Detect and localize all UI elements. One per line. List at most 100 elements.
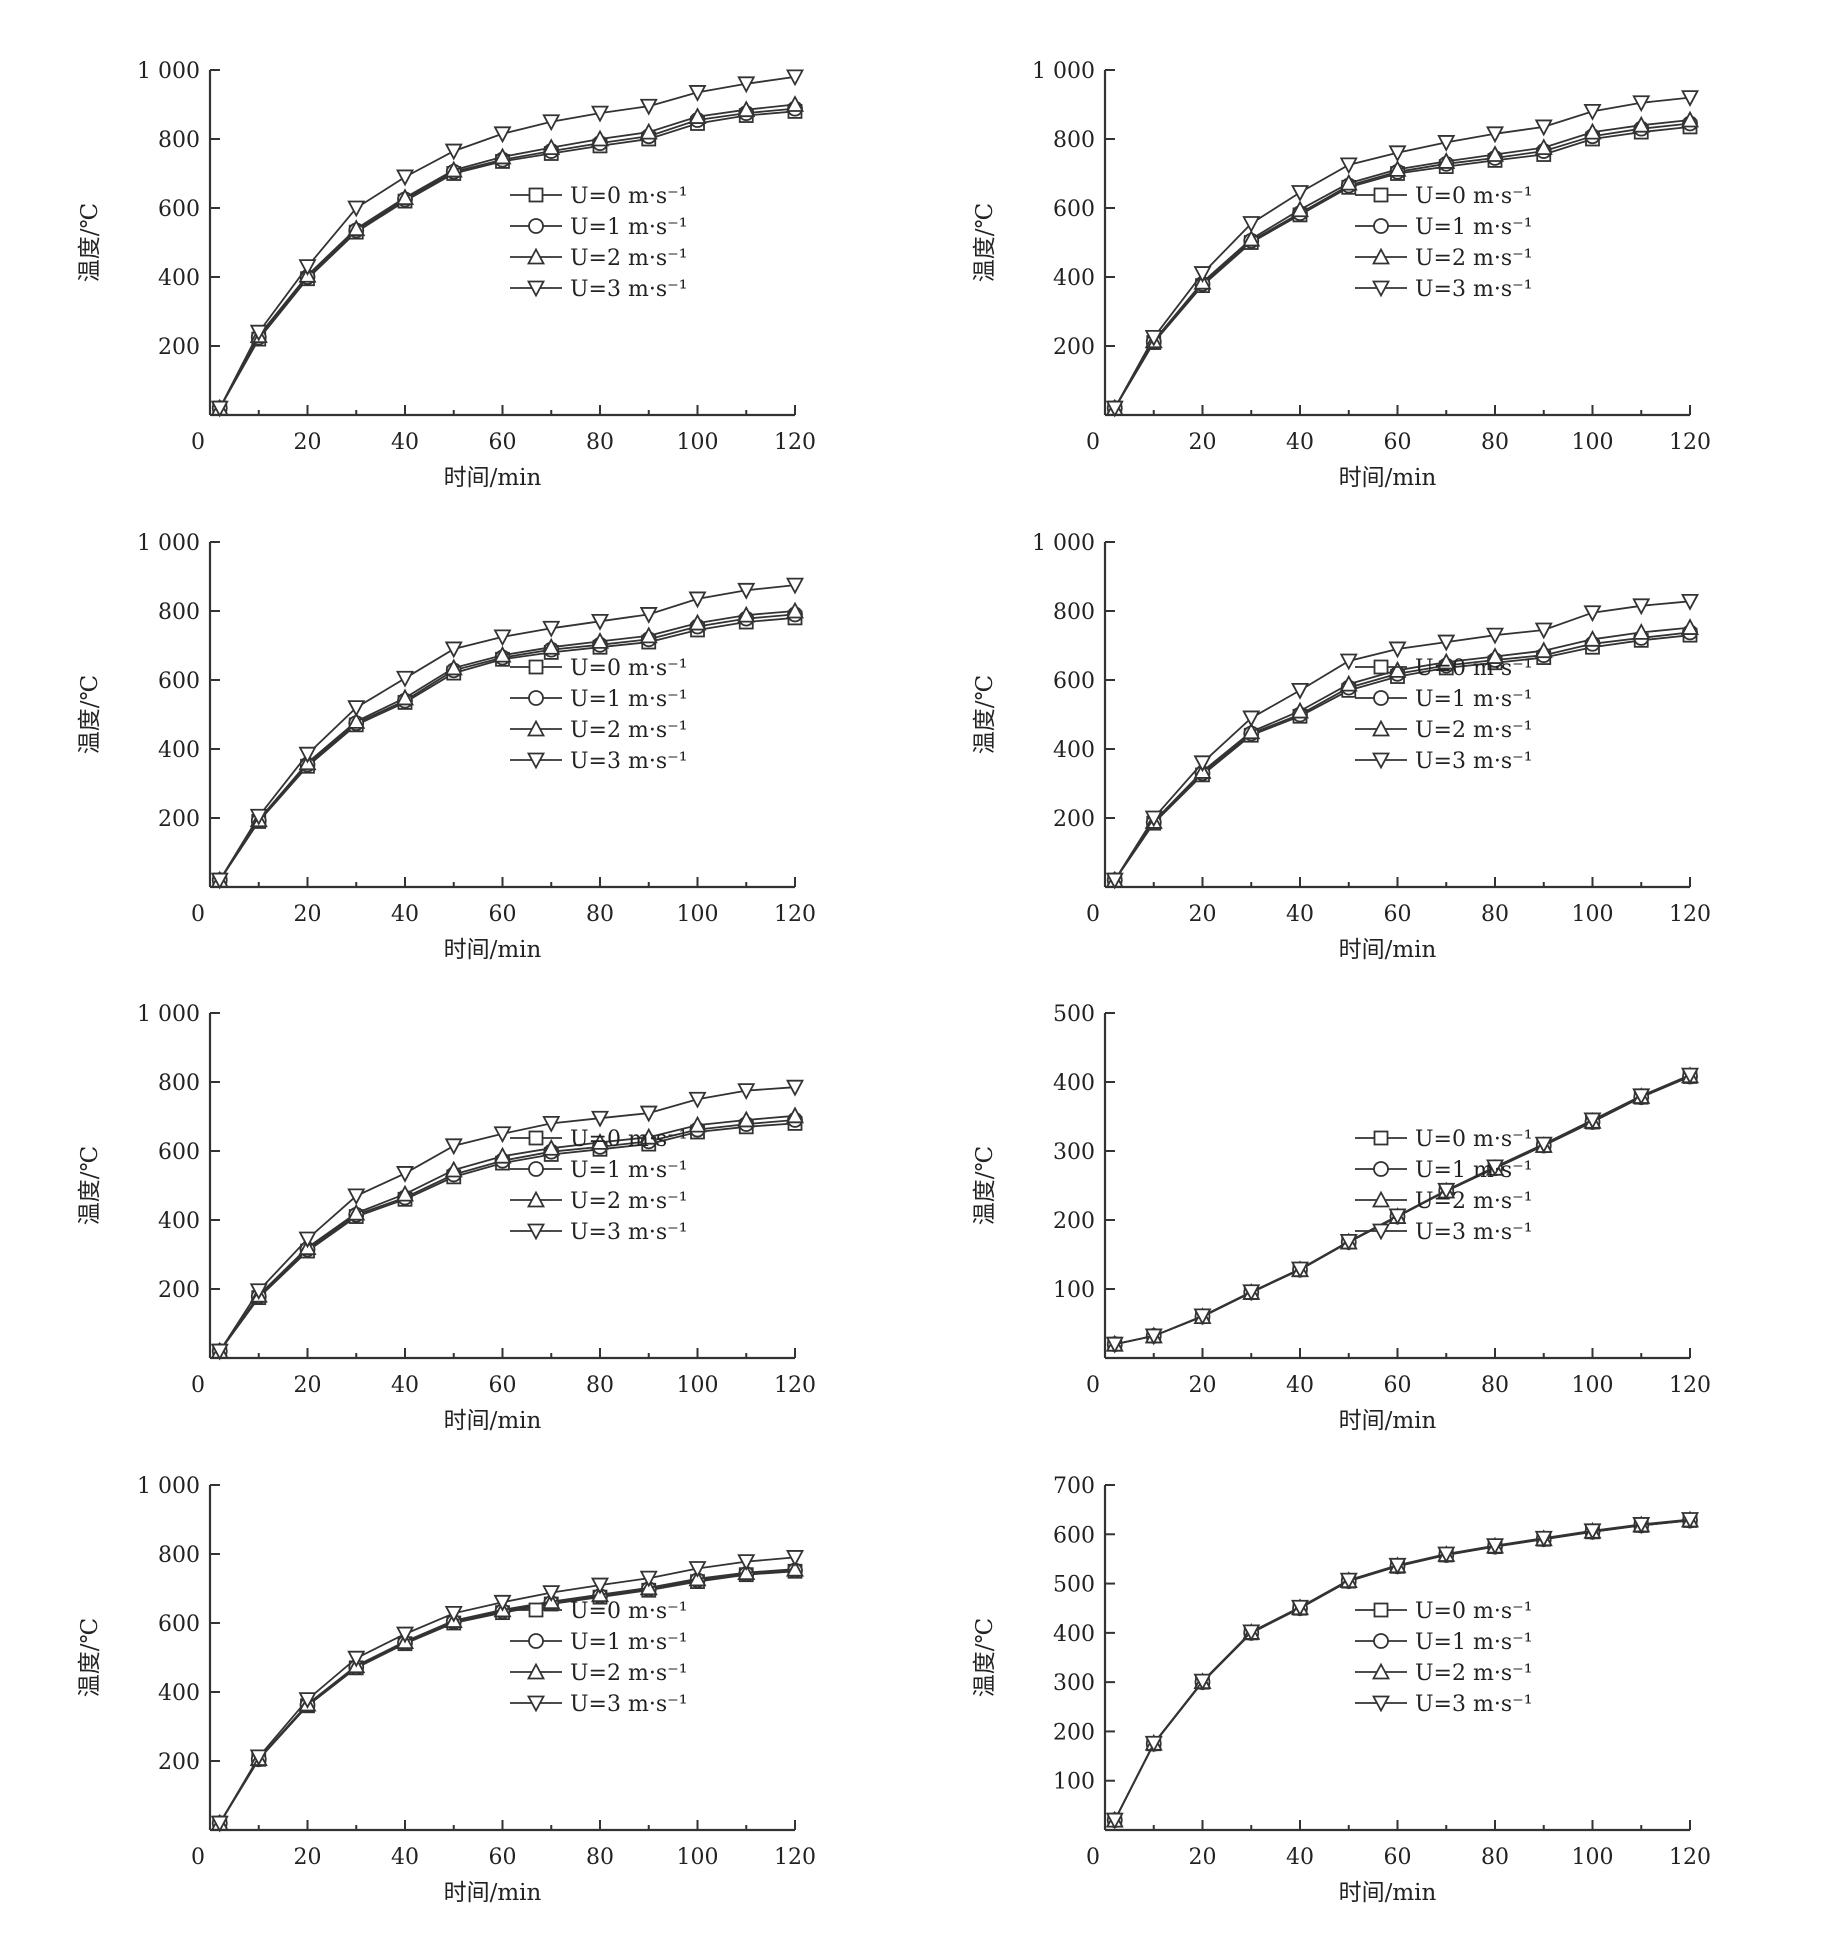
data-point xyxy=(1632,622,1651,640)
y-tick-label: 1 000 xyxy=(1032,531,1095,556)
data-point xyxy=(1242,1284,1261,1302)
series-triangle-up xyxy=(210,601,805,888)
legend-marker xyxy=(526,752,546,770)
data-point xyxy=(1680,593,1700,611)
y-tick-label: 700 xyxy=(1053,1474,1095,1499)
y-tick-label: 200 xyxy=(1053,807,1095,832)
data-point xyxy=(737,76,756,94)
data-point xyxy=(1437,634,1456,652)
data-point xyxy=(1388,1208,1407,1226)
legend-label: U=1 m·s⁻¹ xyxy=(570,215,688,240)
x-tick-label: 40 xyxy=(1286,430,1314,455)
y-axis-label: 温度/℃ xyxy=(972,203,998,282)
series-triangle-down xyxy=(1105,593,1700,890)
data-point xyxy=(1242,1624,1261,1642)
y-tick-label: 200 xyxy=(1053,335,1095,360)
data-point xyxy=(785,1559,805,1577)
legend-marker xyxy=(1373,690,1389,706)
data-point xyxy=(785,1106,805,1124)
data-point xyxy=(347,1188,366,1206)
data-point xyxy=(1437,1182,1456,1200)
data-point xyxy=(1242,722,1261,740)
data-point xyxy=(1290,1261,1310,1279)
series-line xyxy=(1114,119,1691,409)
legend-marker xyxy=(528,690,544,706)
series-line xyxy=(219,103,796,409)
data-point xyxy=(249,1283,268,1301)
legend: U=0 m·s⁻¹ U=1 m·s⁻¹ U=2 m·s⁻¹ U=3 m·s⁻¹ xyxy=(1355,1127,1533,1245)
line-chart-svg: 0 20 40 60 80 100 120 100 200 300 400 500 温度/℃ 时间/min… xyxy=(972,1002,1711,1431)
data-point xyxy=(1680,110,1700,128)
data-point xyxy=(542,620,561,638)
y-tick-label: 600 xyxy=(158,1612,200,1637)
x-tick-label: 40 xyxy=(391,902,419,927)
y-tick-label: 600 xyxy=(158,1140,200,1165)
data-point xyxy=(444,658,463,676)
data-point xyxy=(444,160,463,178)
y-tick-label: 1 000 xyxy=(1032,59,1095,84)
legend-label: U=0 m·s⁻¹ xyxy=(570,656,688,681)
x-tick-label: 120 xyxy=(1669,1373,1711,1398)
legend-marker xyxy=(528,1161,544,1177)
data-point xyxy=(1242,229,1261,247)
y-axis-label: 温度/℃ xyxy=(77,203,103,282)
data-point xyxy=(493,1594,512,1612)
y-tick-label: 400 xyxy=(1053,738,1095,763)
x-tick-label: 80 xyxy=(1481,1845,1509,1870)
data-point xyxy=(1144,810,1163,828)
legend-marker xyxy=(1371,719,1391,737)
x-tick-label: 80 xyxy=(586,1845,614,1870)
chart-panel-d: 0 20 40 60 80 100 120 200 400 600 800 1 000 温度/℃ 时间/m… xyxy=(895,482,1815,960)
x-tick-label: 20 xyxy=(1189,1373,1217,1398)
data-point xyxy=(1339,653,1358,671)
x-axis-label: 时间/min xyxy=(444,937,542,960)
data-point xyxy=(210,400,229,418)
data-point xyxy=(1193,1673,1212,1691)
data-point xyxy=(737,1083,756,1101)
x-tick-label: 60 xyxy=(1384,1373,1412,1398)
legend-marker xyxy=(1373,1602,1389,1618)
data-point xyxy=(688,1091,707,1109)
data-point xyxy=(1534,138,1553,156)
x-tick-label: 20 xyxy=(1189,902,1217,927)
series-triangle-down xyxy=(210,69,805,418)
y-axis-label: 温度/℃ xyxy=(972,1146,998,1225)
data-point xyxy=(1485,145,1505,162)
data-point xyxy=(493,645,512,663)
data-point xyxy=(688,1569,707,1587)
x-tick-label: 20 xyxy=(294,1373,322,1398)
x-tick-label: 0 xyxy=(1086,1373,1100,1398)
legend-marker xyxy=(528,659,544,675)
legend-marker xyxy=(526,1223,546,1241)
data-point xyxy=(590,105,610,123)
x-tick-label: 100 xyxy=(677,902,719,927)
data-point xyxy=(493,1146,512,1164)
line-chart-svg: 0 20 40 60 80 100 120 200 400 600 800 1 000 温度/℃ 时间/m… xyxy=(972,531,1711,960)
x-axis-label: 时间/min xyxy=(1339,1880,1437,1903)
data-point xyxy=(298,1692,317,1709)
legend-label: U=0 m·s⁻¹ xyxy=(1415,1599,1533,1624)
legend-marker xyxy=(1371,1695,1391,1713)
data-point xyxy=(1193,755,1212,773)
data-point xyxy=(395,1184,415,1202)
legend-label: U=0 m·s⁻¹ xyxy=(1415,656,1533,681)
data-point xyxy=(737,605,756,623)
data-point xyxy=(347,219,366,237)
y-axis-label: 温度/℃ xyxy=(972,675,998,754)
data-point xyxy=(688,85,707,102)
y-tick-label: 400 xyxy=(1053,1622,1095,1647)
data-point xyxy=(1632,1088,1651,1106)
data-point xyxy=(785,69,805,87)
x-axis-label: 时间/min xyxy=(1339,937,1437,960)
data-point xyxy=(1388,660,1407,678)
legend-label: U=2 m·s⁻¹ xyxy=(1415,1189,1533,1214)
x-tick-label: 0 xyxy=(191,1845,205,1870)
y-tick-label: 600 xyxy=(1053,197,1095,222)
y-tick-label: 1 000 xyxy=(137,1474,200,1499)
data-point xyxy=(347,1650,366,1668)
x-tick-label: 80 xyxy=(1481,902,1509,927)
legend-label: U=2 m·s⁻¹ xyxy=(570,246,688,271)
legend: U=0 m·s⁻¹ U=1 m·s⁻¹ U=2 m·s⁻¹ U=3 m·s⁻¹ xyxy=(510,656,688,774)
data-point xyxy=(785,601,805,619)
series-line xyxy=(219,610,796,881)
